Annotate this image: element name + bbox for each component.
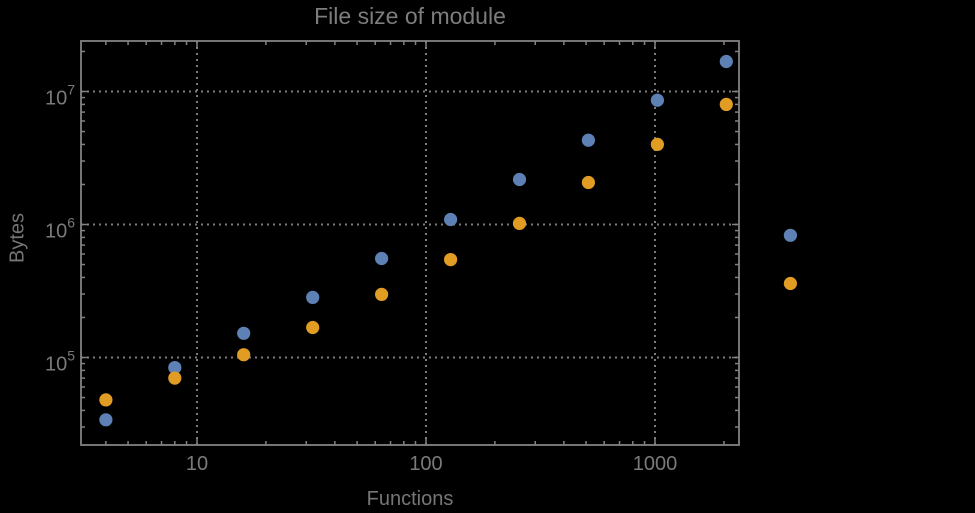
data-point-series-blue <box>783 228 798 242</box>
gridlines <box>81 41 739 445</box>
data-point-series-orange <box>99 393 113 407</box>
y-tick-label: 107 <box>45 82 75 110</box>
data-point-series-orange <box>512 216 527 230</box>
data-point-series-blue <box>581 133 596 147</box>
plot-title: File size of module <box>314 3 506 29</box>
y-axis-label: Bytes <box>6 212 29 264</box>
x-tick-label: 10 <box>186 453 208 475</box>
data-point-series-blue <box>512 172 527 187</box>
data-point-series-orange <box>650 137 665 151</box>
data-point-series-blue <box>375 251 389 266</box>
y-tick-label: 106 <box>45 215 75 243</box>
data-point-series-orange <box>719 97 733 111</box>
data-point-series-orange <box>168 371 182 385</box>
data-point-series-blue <box>99 413 113 427</box>
data-point-series-blue <box>306 290 320 304</box>
data-point-series-orange <box>306 320 320 335</box>
plot-frame <box>80 40 740 446</box>
frame-rect <box>80 40 740 446</box>
data-point-series-orange <box>783 276 798 291</box>
x-tick-label: 100 <box>409 453 442 475</box>
data-point-series-orange <box>237 348 251 362</box>
data-point-series-blue <box>650 93 665 107</box>
data-point-series-blue <box>719 54 733 69</box>
data-point-series-blue <box>168 361 182 375</box>
x-tick-label: 1000 <box>633 453 678 475</box>
data-point-series-blue <box>237 326 251 340</box>
axis-ticks <box>81 41 739 445</box>
data-point-series-orange <box>444 253 458 267</box>
data-point-series-orange <box>375 287 389 301</box>
y-tick-label: 105 <box>45 348 75 376</box>
data-point-series-blue <box>444 212 458 227</box>
data-point-series-orange <box>581 175 596 190</box>
data-points <box>99 54 798 427</box>
x-axis-label: Functions <box>366 488 454 510</box>
